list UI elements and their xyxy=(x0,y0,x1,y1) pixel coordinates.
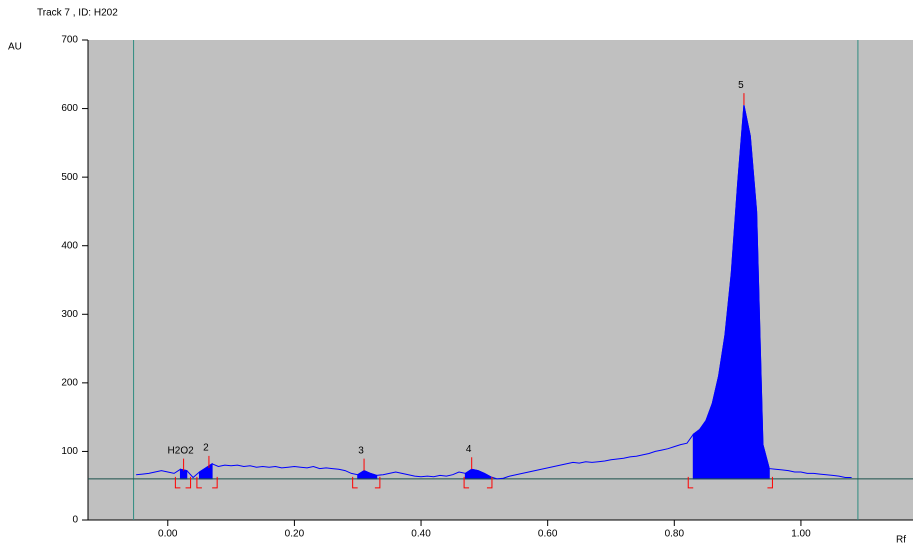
y-tick-label: 100 xyxy=(61,446,78,457)
x-tick-label: 0.80 xyxy=(665,529,685,540)
y-tick-label: 600 xyxy=(61,103,78,114)
x-tick-label: 0.20 xyxy=(285,529,305,540)
peak-start-bracket xyxy=(352,476,358,489)
x-axis-label: Rf xyxy=(896,535,906,546)
peak-end-bracket xyxy=(374,476,381,489)
peak-label: 3 xyxy=(358,445,364,456)
peak-label: H2O2 xyxy=(168,445,195,456)
y-axis-label: AU xyxy=(8,42,22,53)
y-tick-label: 200 xyxy=(61,377,78,388)
x-tick-label: 0.40 xyxy=(411,529,431,540)
plot-area xyxy=(88,40,913,520)
peak-label: 2 xyxy=(203,443,209,454)
y-tick-label: 400 xyxy=(61,240,78,251)
y-tick-label: 700 xyxy=(61,35,78,46)
peak-end-bracket xyxy=(767,476,773,489)
x-tick-label: 0.00 xyxy=(158,529,178,540)
y-tick-label: 500 xyxy=(61,172,78,183)
y-tick-label: 300 xyxy=(61,309,78,320)
x-tick-label: 0.60 xyxy=(538,529,558,540)
peak-end-bracket xyxy=(185,476,192,489)
peak-end-bracket xyxy=(486,476,493,489)
peak-start-bracket xyxy=(174,476,181,489)
peak-start-bracket xyxy=(463,476,470,489)
peak-label: 4 xyxy=(466,444,472,455)
x-tick-label: 1.00 xyxy=(791,529,811,540)
peak-start-bracket xyxy=(687,476,694,489)
track-header: Track 7 , ID: H202 xyxy=(37,8,118,19)
trace xyxy=(136,104,852,480)
peak-end-bracket xyxy=(212,476,218,489)
peak-start-bracket xyxy=(196,476,202,489)
y-tick-label: 0 xyxy=(72,515,78,526)
peak-label: 5 xyxy=(738,80,744,91)
